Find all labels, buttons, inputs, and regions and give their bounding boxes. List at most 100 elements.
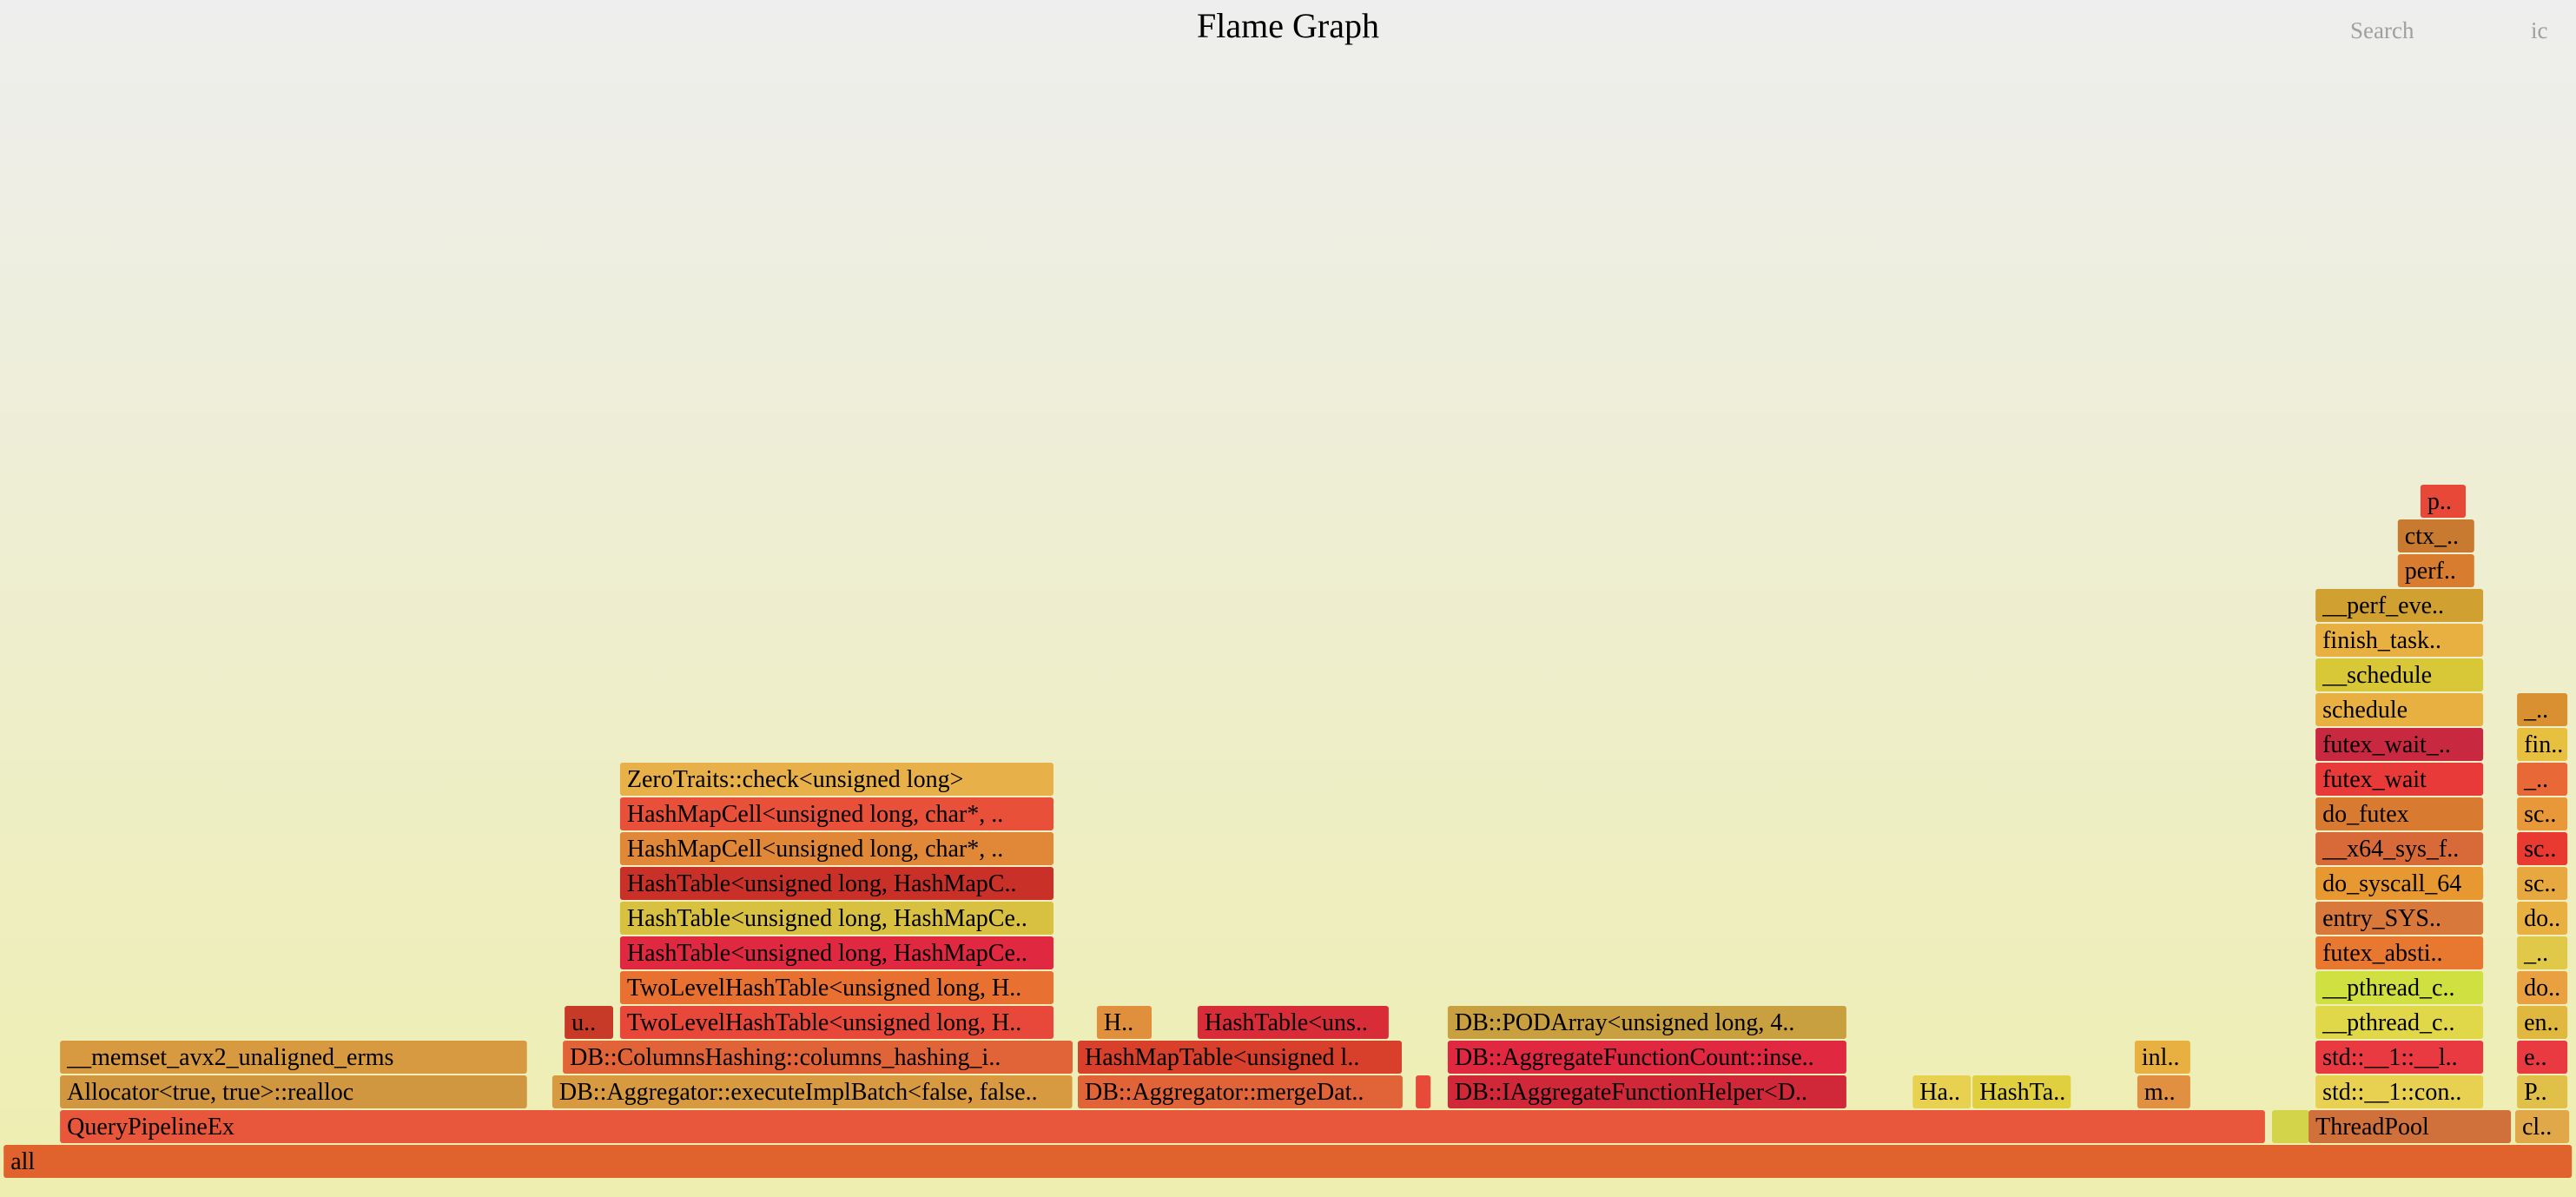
flame-frame[interactable]: HashMapCell<unsigned long, char*, ..	[619, 832, 1054, 865]
flame-frame[interactable]: DB::Aggregator::mergeDat..	[1078, 1075, 1403, 1108]
flame-frame[interactable]: finish_task..	[2315, 624, 2484, 657]
flame-frame-rect[interactable]	[2315, 936, 2484, 969]
flame-frame[interactable]: HashMapTable<unsigned l..	[1078, 1041, 1402, 1074]
flame-frame[interactable]: DB::IAggregateFunctionHelper<D..	[1447, 1075, 1846, 1108]
flame-frame-rect[interactable]	[1416, 1075, 1431, 1108]
flame-frame[interactable]: HashTable<unsigned long, HashMapC..	[619, 867, 1054, 900]
flame-frame-rect[interactable]	[2517, 763, 2568, 796]
flame-frame-rect[interactable]	[2397, 554, 2474, 587]
flame-frame-rect[interactable]	[2315, 693, 2484, 726]
flame-frame[interactable]: sc..	[2517, 797, 2568, 830]
flame-frame-rect[interactable]	[2315, 1006, 2484, 1039]
flame-frame-rect[interactable]	[1078, 1041, 1402, 1074]
flame-frame-rect[interactable]	[1078, 1075, 1403, 1108]
flame-frame-rect[interactable]	[2315, 971, 2484, 1004]
flame-frame[interactable]: all	[3, 1145, 2573, 1178]
flame-frame-rect[interactable]	[3, 1145, 2573, 1178]
flame-frame[interactable]: do..	[2517, 902, 2568, 935]
flame-frame-rect[interactable]	[563, 1041, 1073, 1074]
flame-frame-rect[interactable]	[2315, 832, 2484, 865]
flame-frame[interactable]: HashMapCell<unsigned long, char*, ..	[619, 797, 1054, 830]
flame-frame[interactable]: futex_wait	[2315, 763, 2484, 796]
flame-frame[interactable]: sc..	[2517, 832, 2568, 865]
flame-frame-rect[interactable]	[2420, 485, 2466, 518]
flame-frame[interactable]: H..	[1096, 1006, 1152, 1039]
flame-frame[interactable]	[1416, 1075, 1431, 1108]
flame-frame-rect[interactable]	[2517, 832, 2568, 865]
flame-frame[interactable]: DB::PODArray<unsigned long, 4..	[1447, 1006, 1846, 1039]
flame-frame-rect[interactable]	[2315, 797, 2484, 830]
flame-frame-rect[interactable]	[2517, 728, 2568, 761]
flame-frame-rect[interactable]	[619, 832, 1054, 865]
flame-frame[interactable]: __perf_eve..	[2315, 589, 2484, 622]
flame-frame[interactable]: sc..	[2517, 867, 2568, 900]
flame-frame[interactable]: HashTable<uns..	[1197, 1006, 1389, 1039]
flame-frame[interactable]: DB::AggregateFunctionCount::inse..	[1447, 1041, 1846, 1074]
flame-frame[interactable]: std::__1::con..	[2315, 1075, 2484, 1108]
flame-frame-rect[interactable]	[2137, 1075, 2190, 1108]
flame-frame-rect[interactable]	[1096, 1006, 1152, 1039]
flame-frame-rect[interactable]	[2315, 624, 2484, 657]
flame-frame-rect[interactable]	[2315, 1041, 2484, 1074]
flame-frame-rect[interactable]	[1447, 1075, 1846, 1108]
flame-frame-rect[interactable]	[2315, 658, 2484, 691]
flame-frame-rect[interactable]	[2517, 1041, 2568, 1074]
flame-frame[interactable]: do..	[2517, 971, 2568, 1004]
flame-frame-rect[interactable]	[2517, 867, 2568, 900]
flame-frame[interactable]: DB::Aggregator::executeImplBatch<false, …	[552, 1075, 1073, 1108]
flame-frame-rect[interactable]	[2315, 728, 2484, 761]
flame-frame[interactable]: __pthread_c..	[2315, 971, 2484, 1004]
flame-frame[interactable]: ctx_..	[2397, 519, 2474, 552]
flame-frame[interactable]: std::__1::__l..	[2315, 1041, 2484, 1074]
flame-frame[interactable]: DB::ColumnsHashing::columns_hashing_i..	[563, 1041, 1073, 1074]
flame-frame-rect[interactable]	[2517, 693, 2568, 726]
flame-frame-rect[interactable]	[60, 1075, 527, 1108]
flame-frame[interactable]: schedule	[2315, 693, 2484, 726]
flame-frame[interactable]: cl..	[2515, 1110, 2570, 1143]
flame-frame-rect[interactable]	[2315, 1075, 2484, 1108]
ignore-case-toggle[interactable]: ic	[2531, 17, 2548, 43]
flame-frame-rect[interactable]	[619, 1006, 1054, 1039]
flame-frame[interactable]: p..	[2420, 485, 2466, 518]
flame-frame[interactable]: ZeroTraits::check<unsigned long>	[619, 763, 1054, 796]
flame-frame[interactable]: perf..	[2397, 554, 2474, 587]
flame-frame-rect[interactable]	[619, 797, 1054, 830]
flame-frame[interactable]: en..	[2517, 1006, 2568, 1039]
flame-frame[interactable]: __schedule	[2315, 658, 2484, 691]
flame-frame-rect[interactable]	[2397, 519, 2474, 552]
flame-frame-rect[interactable]	[2517, 1006, 2568, 1039]
flame-frame-rect[interactable]	[565, 1006, 613, 1039]
flame-frame[interactable]: HashTable<unsigned long, HashMapCe..	[619, 936, 1054, 969]
flame-frame[interactable]: TwoLevelHashTable<unsigned long, H..	[619, 1006, 1054, 1039]
flame-frame-rect[interactable]	[552, 1075, 1073, 1108]
flame-frame-rect[interactable]	[2308, 1110, 2512, 1143]
flame-frame[interactable]: Ha..	[1912, 1075, 1972, 1108]
flame-frame[interactable]: fin..	[2517, 728, 2568, 761]
flame-frame-rect[interactable]	[1447, 1041, 1846, 1074]
flame-frame[interactable]: ThreadPool	[2308, 1110, 2512, 1143]
flame-frame-rect[interactable]	[2515, 1110, 2570, 1143]
flame-frame[interactable]: inl..	[2134, 1041, 2190, 1074]
flame-frame-rect[interactable]	[1972, 1075, 2071, 1108]
flame-frame-rect[interactable]	[619, 971, 1054, 1004]
flame-frame[interactable]: _..	[2517, 763, 2568, 796]
flame-frame[interactable]: __memset_avx2_unaligned_erms	[60, 1041, 527, 1074]
flame-frame[interactable]: Allocator<true, true>::realloc	[60, 1075, 527, 1108]
flame-frame-rect[interactable]	[1197, 1006, 1389, 1039]
flame-frame[interactable]: entry_SYS..	[2315, 902, 2484, 935]
flame-frame-rect[interactable]	[2315, 763, 2484, 796]
flame-frame-rect[interactable]	[2517, 936, 2568, 969]
flame-frame[interactable]: __pthread_c..	[2315, 1006, 2484, 1039]
flame-frame[interactable]: futex_wait_..	[2315, 728, 2484, 761]
flame-frame-rect[interactable]	[2272, 1110, 2309, 1143]
flame-frame-rect[interactable]	[1912, 1075, 1972, 1108]
flame-frame-rect[interactable]	[60, 1110, 2265, 1143]
flame-frame[interactable]: HashTable<unsigned long, HashMapCe..	[619, 902, 1054, 935]
flame-frame[interactable]: P..	[2517, 1075, 2568, 1108]
flame-frame[interactable]: _..	[2517, 936, 2568, 969]
flame-frame-rect[interactable]	[619, 763, 1054, 796]
flame-frame-rect[interactable]	[2517, 797, 2568, 830]
flame-frame-rect[interactable]	[2517, 1075, 2568, 1108]
flame-frame[interactable]: TwoLevelHashTable<unsigned long, H..	[619, 971, 1054, 1004]
flame-frame-rect[interactable]	[619, 867, 1054, 900]
